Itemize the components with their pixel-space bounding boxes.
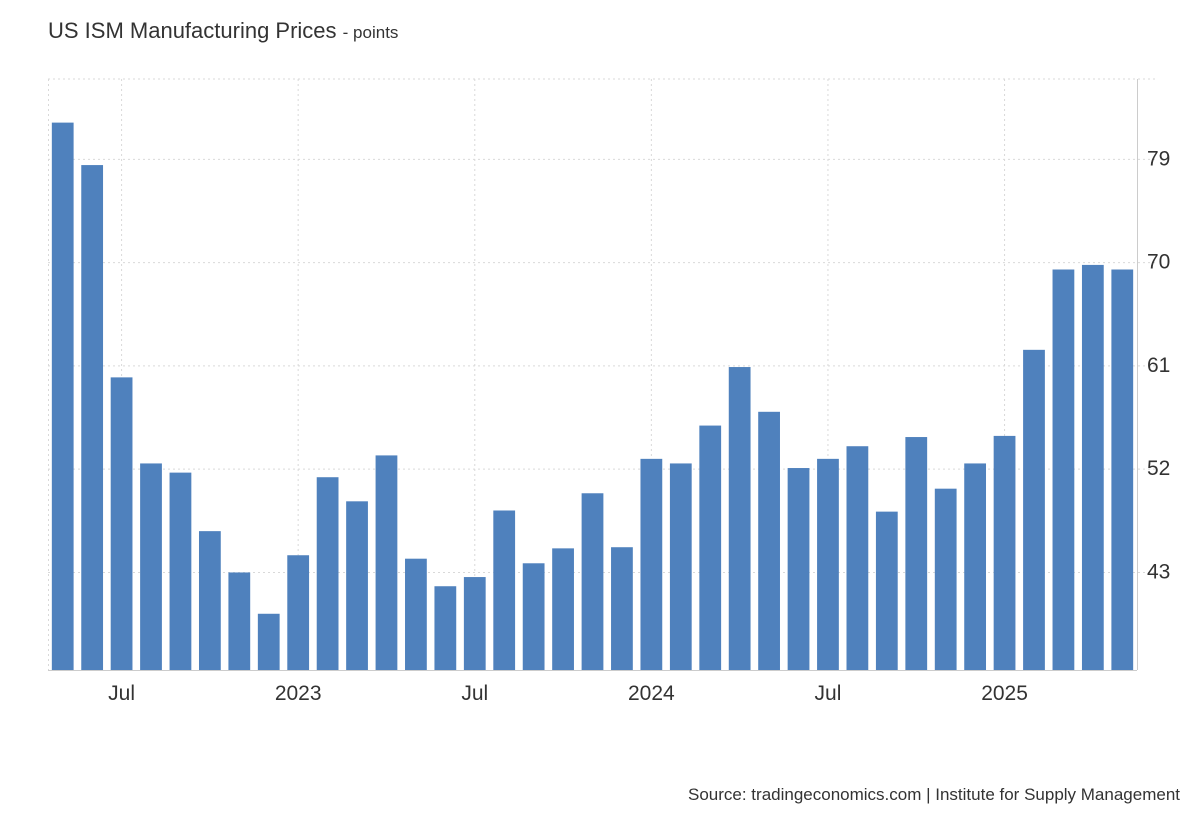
bar — [581, 493, 604, 670]
bar — [522, 563, 545, 670]
y-tick-label: 43 — [1147, 560, 1170, 583]
bar — [198, 531, 221, 670]
bar — [257, 613, 280, 670]
bar — [964, 463, 987, 670]
bar — [552, 548, 574, 670]
bar — [140, 463, 162, 670]
x-tick-label: Jul — [815, 682, 842, 705]
bar — [875, 511, 898, 670]
bar — [640, 458, 663, 670]
bar — [1111, 269, 1134, 670]
bar — [110, 377, 133, 670]
chart-title-main: US ISM Manufacturing Prices — [48, 18, 337, 43]
bar — [169, 472, 192, 670]
source-note: Source: tradingeconomics.com | Institute… — [688, 785, 1180, 804]
bar — [463, 577, 486, 670]
bar — [817, 458, 839, 670]
bar — [493, 510, 516, 670]
chart-title-unit: - points — [342, 23, 399, 42]
bar — [905, 437, 928, 670]
y-tick-label: 70 — [1147, 251, 1170, 274]
bar — [669, 463, 692, 670]
bar — [728, 367, 751, 670]
bar — [434, 586, 457, 670]
bar — [346, 501, 368, 670]
bar — [934, 488, 957, 670]
bar — [611, 547, 633, 670]
bar — [316, 477, 339, 670]
y-tick-label: 52 — [1147, 457, 1170, 480]
x-tick-label: Jul — [108, 682, 135, 705]
bar — [993, 435, 1016, 670]
x-tick-label: 2024 — [628, 682, 675, 705]
bar — [405, 558, 427, 670]
bar — [375, 455, 398, 670]
bar — [846, 446, 869, 670]
bar — [787, 468, 810, 670]
bar — [758, 411, 780, 670]
x-tick-label: Jul — [461, 682, 488, 705]
y-tick-label: 61 — [1147, 354, 1170, 377]
y-tick-label: 79 — [1147, 147, 1170, 170]
bar — [51, 122, 74, 671]
x-tick-label: 2025 — [981, 682, 1028, 705]
bar — [1052, 269, 1075, 670]
bar — [81, 165, 104, 670]
bar — [1081, 264, 1104, 670]
bar — [228, 572, 251, 670]
chart-title: US ISM Manufacturing Prices - points — [48, 18, 398, 44]
bar — [699, 425, 722, 670]
x-tick-label: 2023 — [275, 682, 322, 705]
bar — [1023, 349, 1045, 670]
bar — [287, 555, 310, 670]
